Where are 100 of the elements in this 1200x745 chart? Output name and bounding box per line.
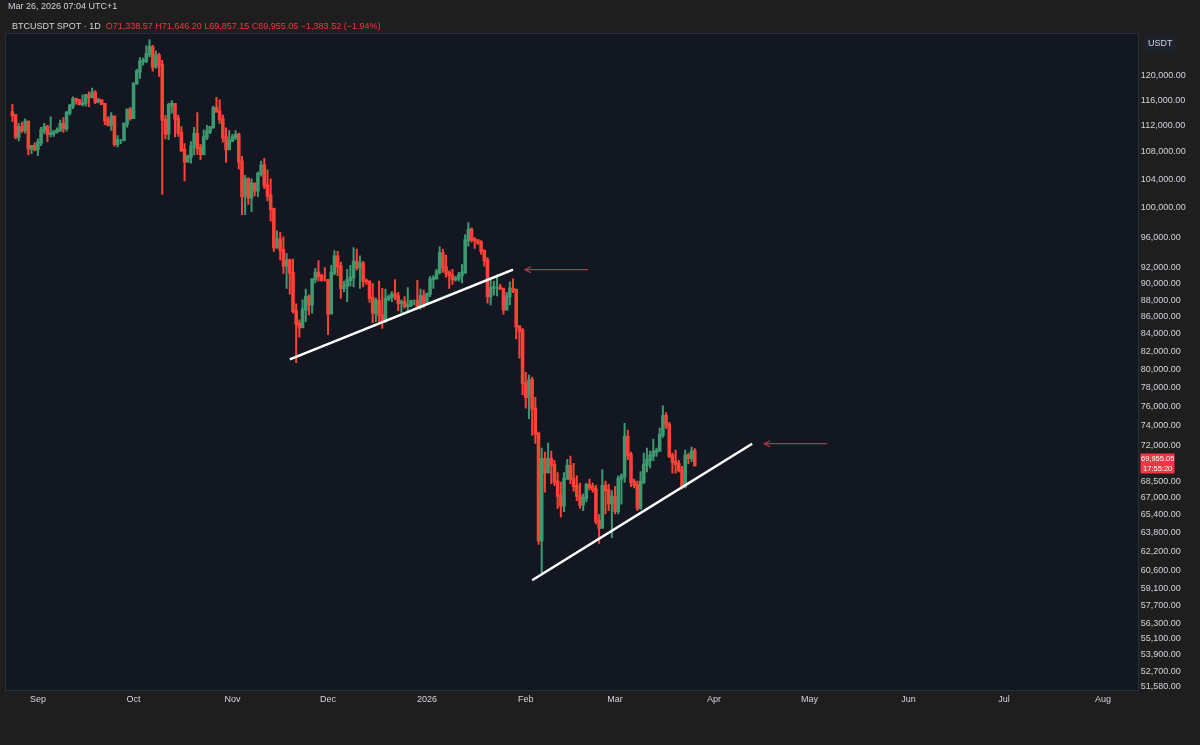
candlestick [36, 137, 40, 157]
candlestick [523, 371, 528, 410]
y-tick-label: 57,700.00 [1140, 600, 1181, 611]
candlestick [527, 373, 531, 421]
candlestick [610, 489, 614, 539]
candlestick [93, 89, 98, 105]
candlestick [20, 120, 24, 134]
y-tick-label: 82,000.00 [1140, 345, 1181, 356]
candlestick [278, 231, 283, 262]
candlestick [144, 44, 149, 65]
candlestick [450, 267, 455, 286]
candlestick [26, 119, 31, 157]
candlestick [339, 260, 343, 300]
candlestick [39, 125, 43, 147]
y-tick-label: 100,000.00 [1140, 202, 1186, 213]
candlestick [281, 235, 286, 275]
candlestick [466, 221, 471, 248]
x-tick-label: Feb [518, 693, 534, 704]
candlestick [409, 299, 413, 308]
candlestick [444, 253, 448, 279]
candlestick [106, 115, 110, 128]
candlestick [555, 471, 560, 510]
candlestick [374, 296, 378, 324]
candlestick [390, 290, 394, 303]
candlestick [479, 239, 483, 256]
candlestick [476, 239, 480, 246]
candlestick [147, 38, 152, 59]
candlestick [335, 249, 340, 278]
candlestick [80, 93, 85, 108]
candlestick [514, 287, 518, 341]
candlestick [530, 375, 534, 437]
candlestick [453, 275, 458, 283]
candlestick [71, 95, 75, 110]
candlestick [562, 471, 566, 514]
candlestick [645, 446, 649, 474]
candlestick [201, 128, 206, 157]
candlestick [641, 451, 646, 485]
candlestick [434, 267, 439, 281]
candlestick [629, 450, 633, 489]
candlestick [495, 273, 499, 298]
candlestick [482, 248, 487, 268]
y-tick-label: 84,000.00 [1140, 328, 1181, 339]
candlestick [48, 115, 53, 139]
y-tick-label: 59,100.00 [1140, 582, 1181, 593]
candlestick [208, 125, 212, 136]
candlestick [122, 121, 126, 143]
candlestick [294, 302, 298, 365]
candlestick [90, 86, 94, 100]
candlestick [42, 122, 47, 136]
y-tick-label: 104,000.00 [1140, 173, 1186, 184]
candlestick [32, 141, 37, 153]
candlestick [559, 480, 563, 519]
y-tick-label: 56,300.00 [1140, 617, 1181, 628]
y-tick-label: 51,580.00 [1140, 681, 1181, 692]
candlestick [74, 96, 78, 106]
candlestick [546, 441, 550, 475]
y-tick-label: 72,000.00 [1140, 439, 1181, 450]
candlestick [237, 131, 241, 171]
candlestick [399, 298, 404, 314]
candlestick [406, 286, 410, 313]
candlestick [606, 482, 611, 512]
candlestick [163, 114, 168, 141]
candlestick [677, 458, 681, 474]
candlestick [16, 122, 21, 143]
candlestick [441, 247, 445, 274]
candlestick [667, 420, 672, 459]
candlestick [141, 56, 145, 67]
candlestick [575, 474, 579, 503]
candlestick [230, 133, 235, 142]
candlestick [243, 174, 247, 216]
chart-subtitle: O71,338.57 H71,646.20 L69,857.15 C69,955.05 −1,383.52 (−1.94%) [105, 21, 381, 32]
x-tick-label: Jul [998, 693, 1010, 704]
candlestick [587, 477, 592, 492]
candlestick [543, 450, 547, 494]
candlestick [256, 170, 260, 198]
candlestick [622, 421, 627, 484]
y-tick-label: 62,200.00 [1140, 545, 1181, 556]
candlestick [87, 90, 91, 109]
candlestick [517, 324, 522, 360]
candlestick [664, 411, 668, 430]
candlestick [367, 279, 372, 304]
candlestick [437, 245, 442, 276]
candlestick [99, 98, 104, 106]
candlestick [160, 59, 165, 196]
candlestick [195, 111, 200, 156]
candlestick [520, 326, 525, 397]
candlestick [310, 277, 314, 315]
candlestick [565, 457, 569, 481]
candlestick [603, 479, 608, 516]
x-tick-label: Jun [901, 693, 916, 704]
candlestick [265, 168, 270, 203]
candlestick [342, 279, 346, 294]
candlestick [511, 277, 515, 294]
candlestick [83, 92, 88, 108]
candlestick [189, 140, 193, 165]
candlestick [539, 446, 544, 575]
candlestick [329, 263, 334, 316]
candlestick [307, 293, 311, 317]
x-tick-label: Aug [1094, 693, 1111, 704]
candlestick [584, 481, 589, 504]
